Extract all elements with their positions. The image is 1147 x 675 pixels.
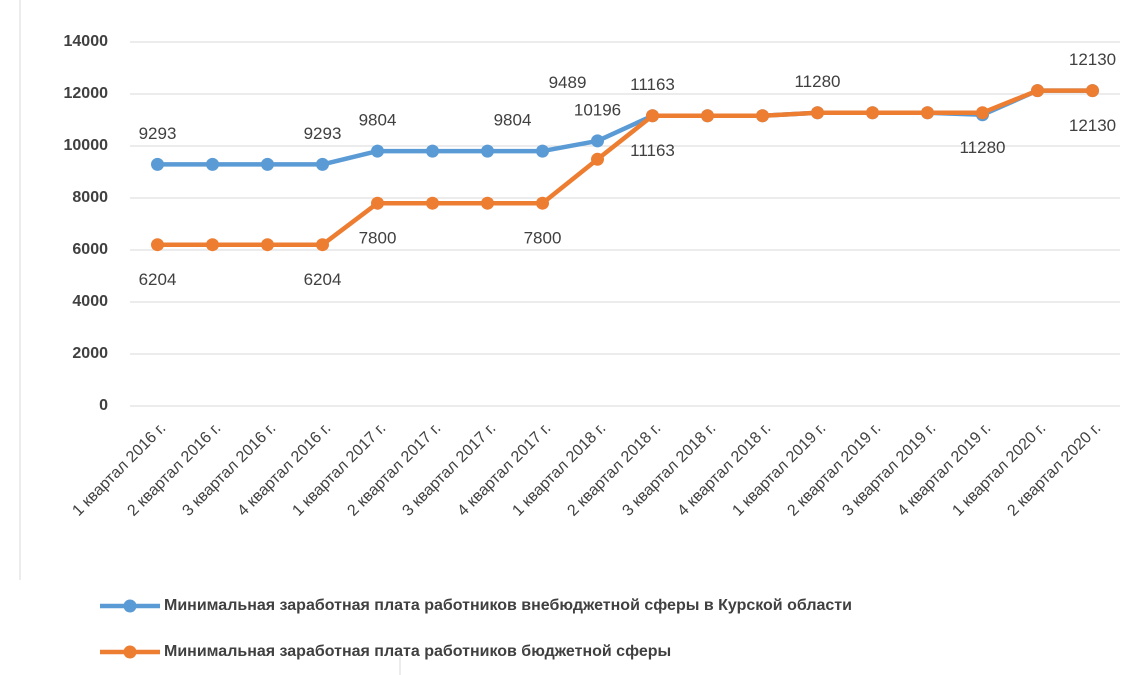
y-tick-label: 6000: [72, 241, 108, 258]
data-label: 9804: [494, 111, 532, 130]
point: [921, 106, 934, 120]
data-label: 11163: [630, 75, 675, 94]
y-tick-label: 12000: [64, 85, 109, 102]
data-label: 10196: [574, 100, 621, 119]
y-tick-label: 2000: [72, 345, 108, 362]
data-label: 12130: [1069, 50, 1116, 69]
point: [371, 196, 384, 210]
point: [591, 134, 604, 148]
point: [426, 144, 439, 158]
point: [866, 106, 879, 120]
point: [316, 157, 329, 171]
data-label: 6204: [139, 270, 177, 289]
y-tick-label: 4000: [72, 293, 108, 310]
data-label: 11280: [794, 72, 840, 91]
legend-label: Минимальная заработная плата работников …: [164, 643, 671, 660]
point: [426, 196, 439, 210]
point: [481, 196, 494, 210]
data-label: 12130: [1069, 116, 1116, 135]
data-label: 9293: [304, 124, 342, 143]
point: [151, 157, 164, 171]
y-tick-label: 8000: [72, 189, 108, 206]
point: [261, 238, 274, 252]
point: [371, 144, 384, 158]
data-label: 6204: [304, 270, 342, 289]
legend-marker: [123, 645, 137, 659]
point: [756, 109, 769, 123]
point: [316, 238, 329, 252]
data-label: 9804: [359, 111, 397, 130]
legend-marker: [123, 599, 137, 613]
point: [481, 144, 494, 158]
point: [646, 109, 659, 123]
point: [206, 238, 219, 252]
data-label: 11280: [959, 138, 1005, 157]
point: [976, 106, 989, 120]
data-label: 11163: [630, 141, 675, 160]
point: [701, 109, 714, 123]
point: [536, 196, 549, 210]
point: [811, 106, 824, 120]
series-line: [157, 88, 1093, 247]
point: [1086, 84, 1099, 98]
y-tick-label: 14000: [64, 33, 109, 50]
point: [261, 157, 274, 171]
legend-label: Минимальная заработная плата работников …: [164, 597, 852, 614]
data-label: 9489: [549, 73, 587, 92]
point: [151, 238, 164, 252]
y-tick-label: 10000: [64, 137, 109, 154]
data-label: 9293: [139, 124, 177, 143]
y-tick-label: 0: [99, 397, 108, 414]
point: [206, 157, 219, 171]
data-label: 7800: [359, 229, 397, 248]
point: [1031, 84, 1044, 98]
data-label: 7800: [524, 229, 562, 248]
point: [536, 144, 549, 158]
point: [591, 152, 604, 166]
